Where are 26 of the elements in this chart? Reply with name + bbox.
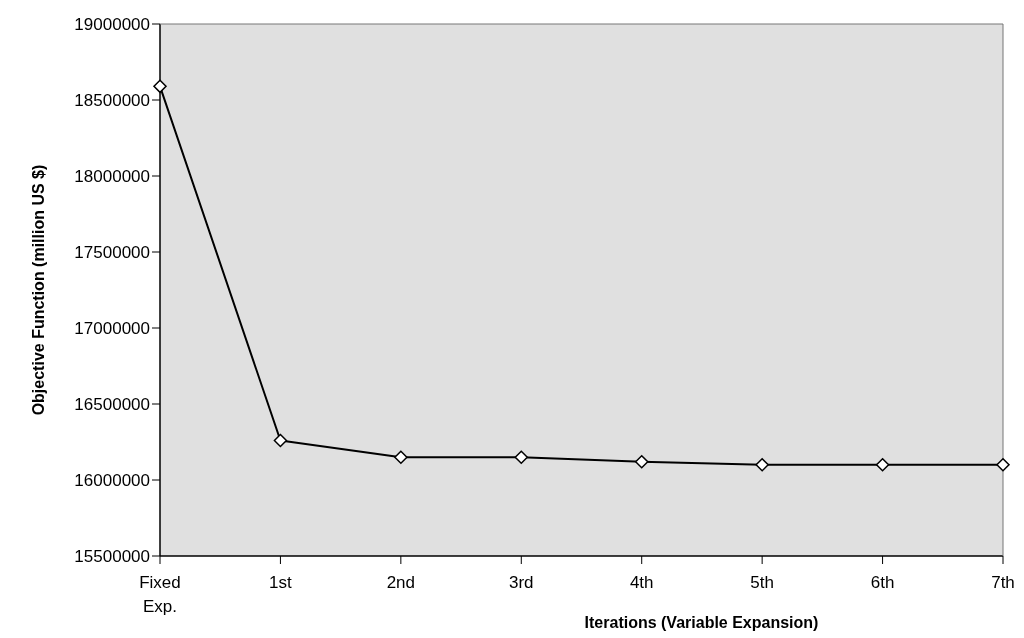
y-tick-label: 19000000 xyxy=(74,15,150,35)
y-tick-label: 16000000 xyxy=(74,471,150,491)
x-tick-label: 6th xyxy=(870,573,895,592)
x-tick-label: 7th xyxy=(991,573,1015,592)
y-tick-label: 17500000 xyxy=(74,243,150,263)
x-tick-label: 5th xyxy=(750,573,774,592)
x-tick-label: 1st xyxy=(269,573,293,592)
y-tick-label: 18500000 xyxy=(74,91,150,111)
point xyxy=(394,450,408,464)
x-tick-label: 2nd xyxy=(386,573,416,592)
point xyxy=(996,458,1010,472)
point xyxy=(153,79,167,94)
point xyxy=(875,458,890,472)
point xyxy=(634,455,649,469)
point xyxy=(514,450,529,464)
y-tick-label: 18000000 xyxy=(74,167,150,187)
x-axis-title: Iterations (Variable Expansion) xyxy=(584,614,819,631)
x-tick-label: 3rd xyxy=(509,573,534,592)
y-tick-label: 15500000 xyxy=(74,547,150,567)
point xyxy=(273,433,288,448)
point xyxy=(755,458,769,472)
x-tick-label: 4th xyxy=(629,573,654,592)
x-tick-label: Fixed Exp. xyxy=(139,573,181,616)
y-tick-label: 16500000 xyxy=(74,395,150,415)
y-axis-title: Objective Function (million US $) xyxy=(29,164,47,416)
y-tick-label: 17000000 xyxy=(74,319,150,339)
